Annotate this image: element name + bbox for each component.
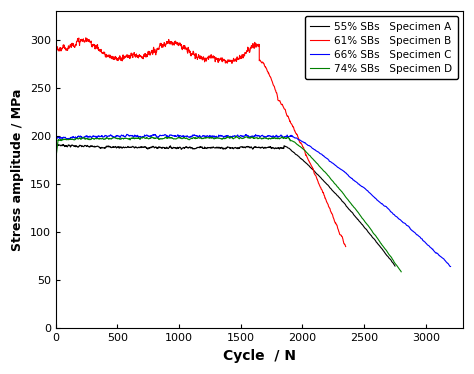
66% SBs   Specimen C (190, 133, 196, 137)
74% SBs   Specimen D (233, 134, 238, 139)
61% SBs   Specimen B (83, 36, 89, 40)
X-axis label: Cycle  / N: Cycle / N (223, 349, 296, 363)
55% SBs   Specimen A (317, 175, 323, 179)
74% SBs   Specimen D (153, 136, 158, 141)
55% SBs   Specimen A (197, 145, 202, 150)
61% SBs   Specimen B (337, 232, 343, 237)
55% SBs   Specimen A (392, 264, 398, 268)
61% SBs   Specimen B (270, 82, 276, 87)
66% SBs   Specimen C (275, 134, 281, 139)
55% SBs   Specimen A (86, 144, 92, 148)
61% SBs   Specimen B (234, 59, 239, 64)
Y-axis label: Stress amplitude / MPa: Stress amplitude / MPa (11, 89, 24, 251)
66% SBs   Specimen C (448, 264, 454, 269)
74% SBs   Specimen D (398, 270, 404, 274)
74% SBs   Specimen D (58, 138, 64, 143)
61% SBs   Specimen B (122, 55, 128, 59)
74% SBs   Specimen D (110, 135, 116, 140)
74% SBs   Specimen D (371, 232, 377, 236)
55% SBs   Specimen A (277, 147, 283, 151)
55% SBs   Specimen A (310, 168, 316, 172)
Line: 55% SBs   Specimen A: 55% SBs Specimen A (56, 142, 395, 266)
55% SBs   Specimen A (185, 145, 191, 150)
66% SBs   Specimen C (267, 134, 273, 138)
74% SBs   Specimen D (283, 136, 288, 141)
66% SBs   Specimen C (121, 134, 127, 139)
66% SBs   Specimen C (124, 132, 130, 137)
Legend: 55% SBs   Specimen A, 61% SBs   Specimen B, 66% SBs   Specimen C, 74% SBs   Spec: 55% SBs Specimen A, 61% SBs Specimen B, … (305, 16, 458, 79)
66% SBs   Specimen C (53, 136, 59, 140)
Line: 61% SBs   Specimen B: 61% SBs Specimen B (55, 38, 346, 328)
55% SBs   Specimen A (53, 140, 59, 145)
74% SBs   Specimen D (53, 158, 58, 162)
74% SBs   Specimen D (285, 135, 291, 140)
Line: 66% SBs   Specimen C: 66% SBs Specimen C (56, 134, 451, 267)
61% SBs   Specimen B (249, 46, 255, 50)
61% SBs   Specimen B (343, 244, 348, 249)
66% SBs   Specimen C (229, 135, 235, 139)
61% SBs   Specimen B (53, 326, 58, 331)
61% SBs   Specimen B (306, 158, 311, 163)
66% SBs   Specimen C (107, 134, 112, 138)
Line: 74% SBs   Specimen D: 74% SBs Specimen D (55, 137, 401, 272)
